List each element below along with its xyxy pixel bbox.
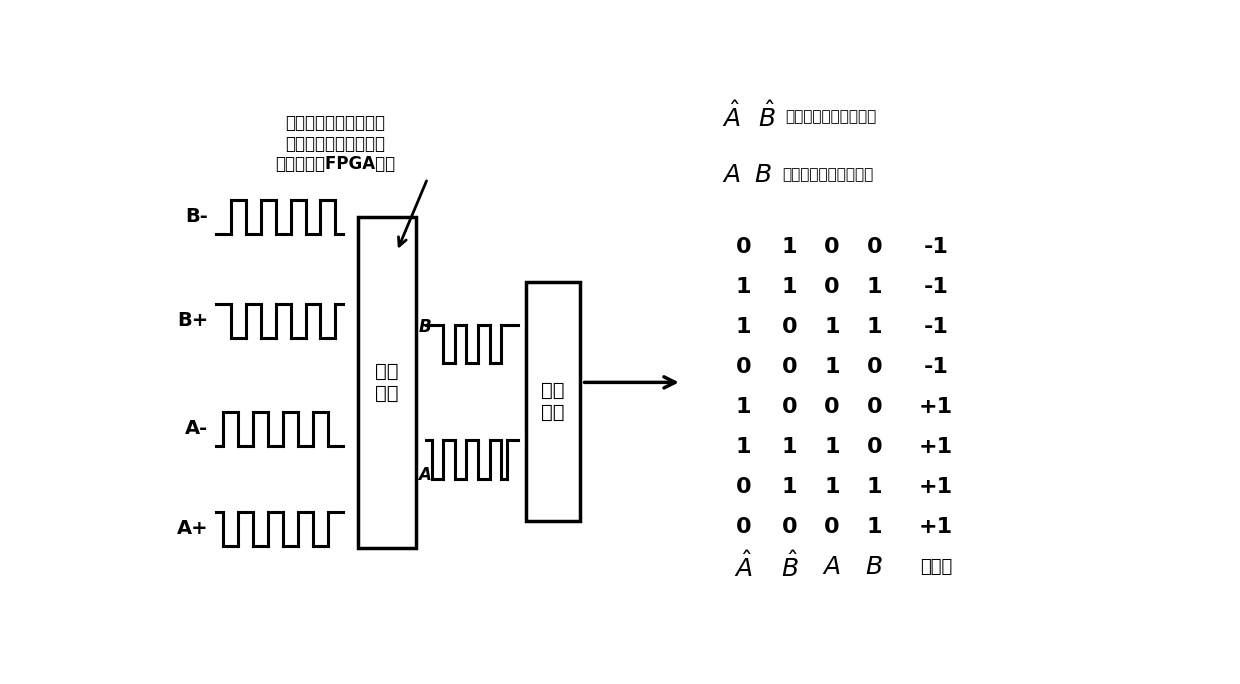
Text: -1: -1 [924,277,949,297]
Text: 0: 0 [867,397,882,417]
Text: 码盘值: 码盘值 [920,558,952,576]
Text: 0: 0 [781,357,797,377]
Text: +1: +1 [919,517,952,537]
Text: 0: 0 [867,357,882,377]
Text: -1: -1 [924,237,949,257]
Text: 0: 0 [867,237,882,257]
Text: 1: 1 [825,437,839,457]
Text: 0: 0 [781,317,797,337]
Text: 0: 0 [735,477,751,497]
Text: B+: B+ [177,311,208,330]
Text: 1: 1 [781,477,797,497]
Text: +1: +1 [919,397,952,417]
Text: 1: 1 [735,317,751,337]
Text: 0: 0 [781,397,797,417]
Bar [358,217,417,548]
Text: 0: 0 [781,517,797,537]
Text: 1: 1 [781,237,797,257]
Text: 1: 1 [735,277,751,297]
Text: 0: 0 [735,237,751,257]
Text: 1: 1 [825,317,839,337]
Text: -1: -1 [924,357,949,377]
Text: 上一时钟周期码盘信号: 上一时钟周期码盘信号 [786,109,877,124]
Text: $\hat{B}$: $\hat{B}$ [781,552,799,583]
Text: +1: +1 [919,477,952,497]
Text: 1: 1 [867,277,882,297]
Text: $\hat{A}$: $\hat{A}$ [734,552,753,583]
Text: $A$: $A$ [723,163,742,187]
Text: 1: 1 [825,357,839,377]
Text: 0: 0 [825,277,839,297]
Text: $\hat{A}$: $\hat{A}$ [723,102,742,132]
Bar [526,282,580,521]
Text: B-: B- [186,207,208,226]
Text: 差分
电路: 差分 电路 [376,362,399,403]
Text: +1: +1 [919,437,952,457]
Text: 0: 0 [825,517,839,537]
Text: 1: 1 [867,317,882,337]
Text: 1: 1 [735,397,751,417]
Text: $B$: $B$ [754,163,771,187]
Text: 0: 0 [735,517,751,537]
Text: A-: A- [185,419,208,438]
Text: 1: 1 [825,477,839,497]
Text: 1: 1 [781,437,797,457]
Text: 码盘
计数: 码盘 计数 [542,381,565,422]
Text: $\hat{B}$: $\hat{B}$ [758,102,775,132]
Text: -1: -1 [924,317,949,337]
Text: 1: 1 [781,277,797,297]
Text: $B$: $B$ [866,555,883,579]
Text: 当前时钟周期码盘信号: 当前时钟周期码盘信号 [781,168,873,183]
Text: 1: 1 [735,437,751,457]
Text: 0: 0 [867,437,882,457]
Text: A+: A+ [176,519,208,538]
Text: A: A [418,466,432,484]
Text: 为减少传输中的失真，
四路码盘信号经过差分
电路后进入FPGA计数: 为减少传输中的失真， 四路码盘信号经过差分 电路后进入FPGA计数 [275,114,396,174]
Text: B: B [418,318,432,336]
Text: 1: 1 [867,477,882,497]
Text: 0: 0 [825,237,839,257]
Text: 1: 1 [867,517,882,537]
Text: 0: 0 [735,357,751,377]
Text: 0: 0 [825,397,839,417]
Text: $A$: $A$ [822,555,841,579]
